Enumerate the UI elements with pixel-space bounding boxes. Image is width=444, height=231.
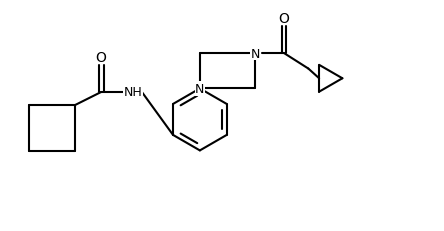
Text: N: N <box>195 83 205 96</box>
Text: O: O <box>278 12 289 25</box>
Text: N: N <box>250 47 260 60</box>
Text: NH: NH <box>124 86 143 99</box>
Text: O: O <box>96 50 107 64</box>
